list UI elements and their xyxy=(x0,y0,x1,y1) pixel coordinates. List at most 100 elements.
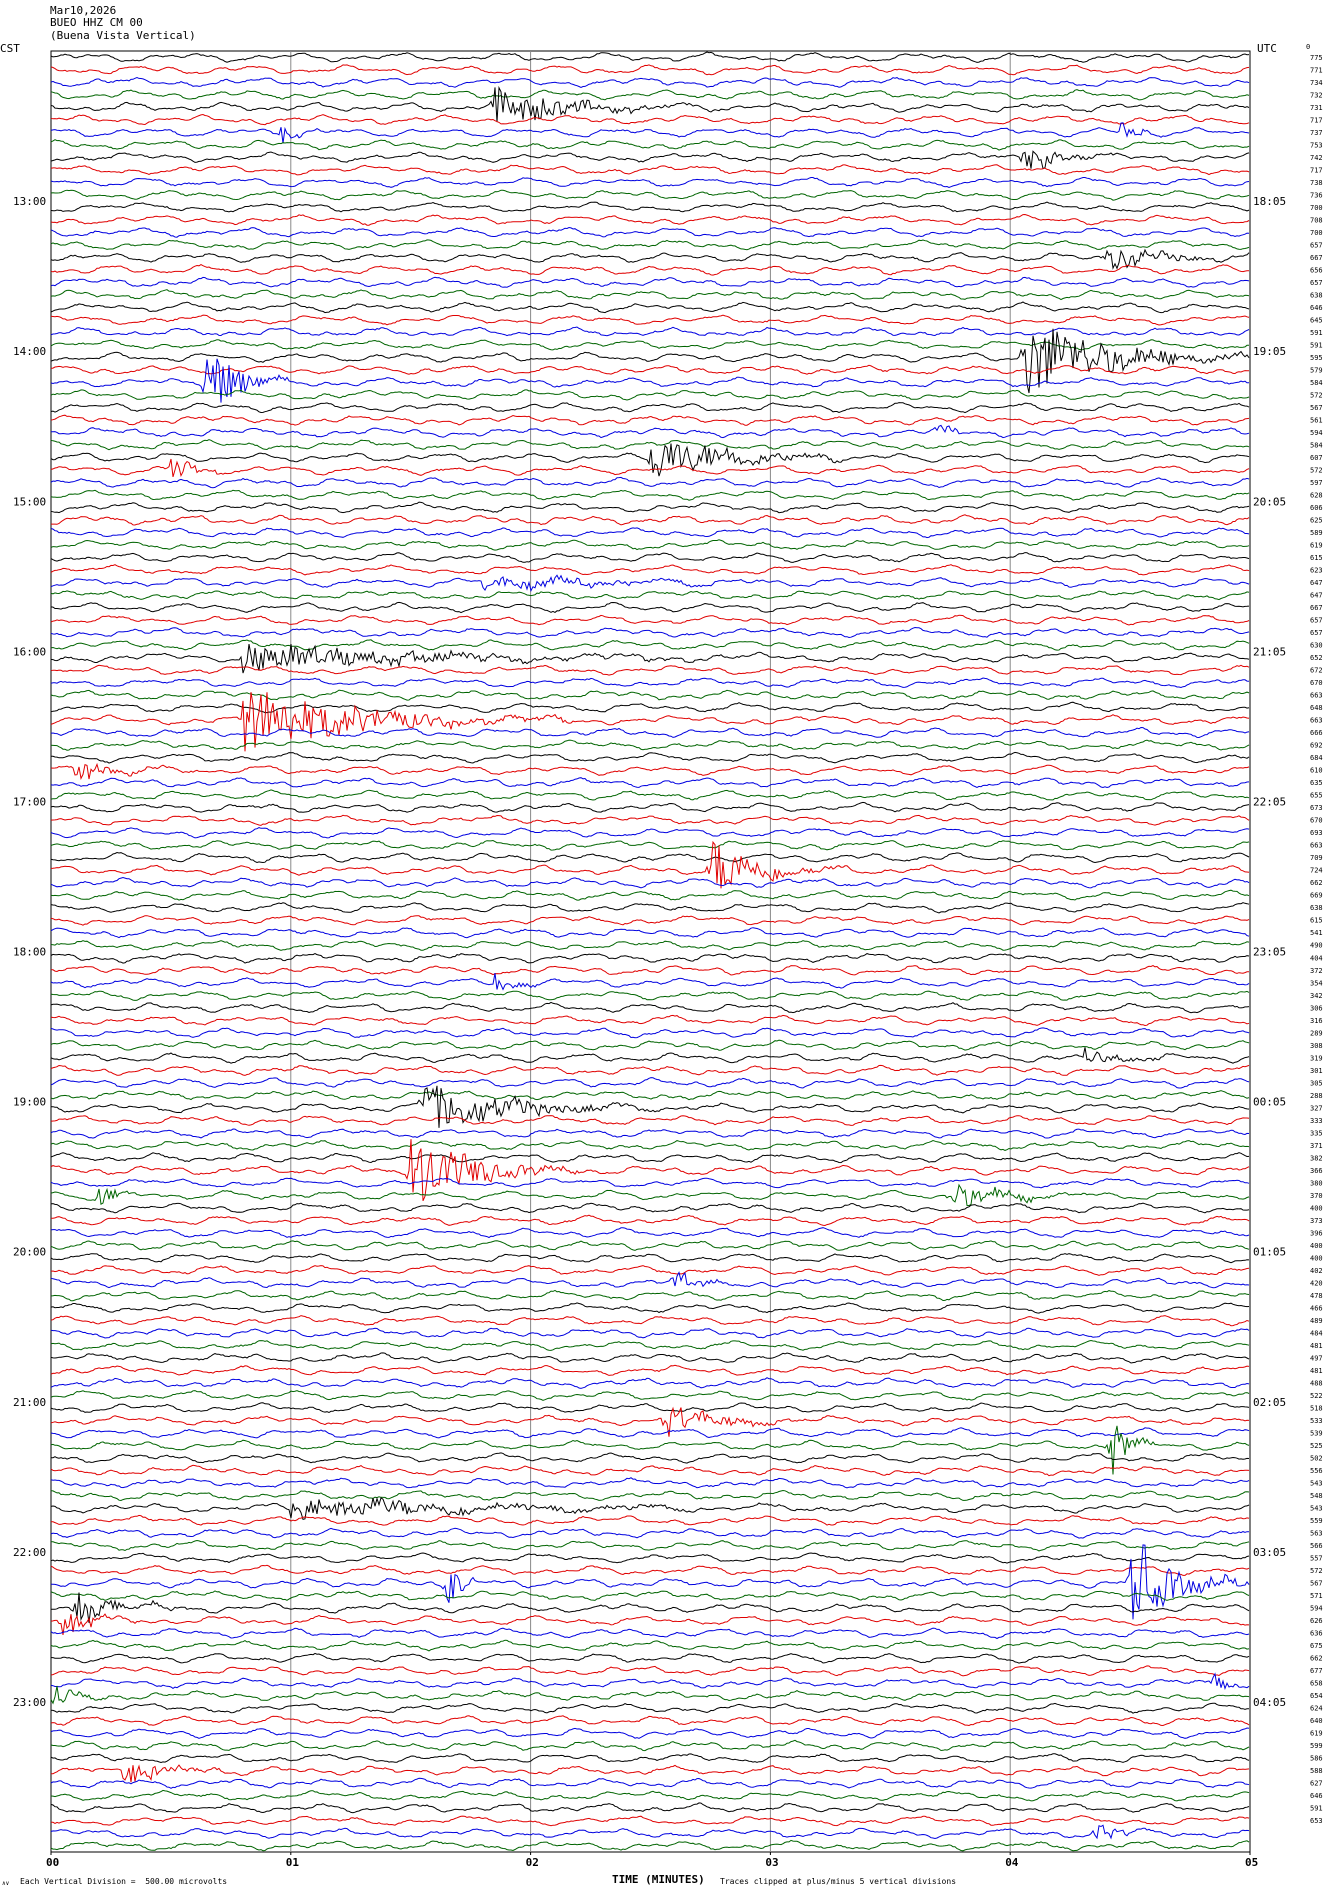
trace-line xyxy=(50,402,1250,414)
left-hour-label: 18:00 xyxy=(13,946,46,959)
trace-rms-value: 693 xyxy=(1310,829,1323,837)
trace-line xyxy=(50,414,1250,426)
trace-rms-value: 657 xyxy=(1310,279,1323,287)
trace-rms-value: 354 xyxy=(1310,979,1323,987)
left-hour-label: 21:00 xyxy=(13,1396,46,1409)
trace-rms-value: 522 xyxy=(1310,1392,1323,1400)
trace-rms-value: 670 xyxy=(1310,679,1323,687)
trace-line xyxy=(50,1496,1250,1521)
trace-line xyxy=(50,1390,1250,1401)
trace-line xyxy=(51,1652,1250,1664)
trace-rms-value: 662 xyxy=(1310,879,1323,887)
x-tick-label: 01 xyxy=(286,1856,300,1869)
trace-rms-value: 571 xyxy=(1310,1592,1323,1600)
trace-line xyxy=(50,973,1250,991)
trace-line xyxy=(50,89,1250,101)
left-hour-label: 19:00 xyxy=(13,1096,46,1109)
trace-rms-value: 481 xyxy=(1310,1342,1323,1350)
trace-rms-value: 561 xyxy=(1310,416,1323,424)
trace-rms-value: 594 xyxy=(1310,429,1323,437)
trace-rms-value: 305 xyxy=(1310,1079,1323,1087)
trace-rms-value: 630 xyxy=(1310,642,1323,650)
trace-rms-value: 734 xyxy=(1310,79,1323,87)
trace-line xyxy=(50,1377,1250,1389)
trace-line xyxy=(50,801,1250,813)
trace-line xyxy=(50,139,1250,151)
trace-line xyxy=(50,1001,1250,1014)
trace-rms-value: 563 xyxy=(1310,1530,1323,1538)
trace-line xyxy=(50,677,1250,689)
trace-line xyxy=(50,1027,1250,1039)
trace-rms-value: 497 xyxy=(1310,1354,1323,1362)
trace-line xyxy=(50,458,1250,478)
right-hour-label: 03:05 xyxy=(1253,1546,1286,1559)
trace-line xyxy=(50,1406,1250,1437)
trace-line xyxy=(50,876,1250,889)
trace-rms-value: 708 xyxy=(1310,216,1323,224)
right-hour-label: 19:05 xyxy=(1253,345,1286,358)
trace-line xyxy=(50,940,1250,951)
trace-line xyxy=(50,902,1250,914)
trace-line xyxy=(50,1085,1250,1128)
trace-line xyxy=(50,1315,1250,1327)
trace-rms-value: 572 xyxy=(1310,1567,1323,1575)
trace-rms-value: 636 xyxy=(1310,1630,1323,1638)
trace-line xyxy=(50,664,1250,676)
trace-line xyxy=(50,1639,1250,1652)
trace-line xyxy=(50,326,1250,337)
rms-column-header: 0 xyxy=(1306,43,1310,51)
trace-rms-value: 638 xyxy=(1310,904,1323,912)
trace-line xyxy=(50,1464,1250,1477)
trace-line xyxy=(50,1271,1250,1289)
trace-line xyxy=(50,601,1250,614)
trace-rms-value: 301 xyxy=(1310,1067,1323,1075)
left-hour-label: 23:00 xyxy=(13,1696,46,1709)
trace-rms-value: 372 xyxy=(1310,967,1323,975)
trace-rms-value: 709 xyxy=(1310,854,1323,862)
trace-line xyxy=(50,1427,1250,1439)
trace-rms-value: 645 xyxy=(1310,316,1323,324)
trace-line xyxy=(50,1590,1250,1601)
trace-rms-value: 478 xyxy=(1310,1292,1323,1300)
trace-line xyxy=(50,314,1250,326)
trace-rms-value: 700 xyxy=(1310,229,1323,237)
trace-rms-value: 669 xyxy=(1310,892,1323,900)
trace-rms-value: 628 xyxy=(1310,491,1323,499)
trace-rms-value: 548 xyxy=(1310,1492,1323,1500)
trace-line xyxy=(50,1715,1250,1727)
trace-rms-value: 732 xyxy=(1310,91,1323,99)
trace-rms-value: 591 xyxy=(1310,1805,1323,1813)
trace-line xyxy=(50,701,1250,714)
trace-line xyxy=(50,1764,1250,1783)
trace-rms-value: 700 xyxy=(1310,204,1323,212)
trace-line xyxy=(50,177,1250,189)
trace-line xyxy=(50,239,1250,251)
trace-rms-value: 541 xyxy=(1310,929,1323,937)
axis-labels: 00 01 02 03 04 05 13:00 14:00 15:00 16:00 17:00 18:… xyxy=(13,43,1323,1869)
trace-line xyxy=(50,1665,1250,1677)
trace-rms-value: 635 xyxy=(1310,779,1323,787)
trace-rms-value: 724 xyxy=(1310,867,1323,875)
trace-line xyxy=(50,915,1250,926)
trace-rms-value: 420 xyxy=(1310,1279,1323,1287)
trace-rms-value: 717 xyxy=(1310,116,1323,124)
trace-rms-value: 599 xyxy=(1310,1742,1323,1750)
trace-line xyxy=(50,1240,1250,1251)
trace-line xyxy=(50,1739,1250,1752)
trace-rms-value: 481 xyxy=(1310,1367,1323,1375)
trace-line xyxy=(50,1253,1250,1264)
left-hour-label: 13:00 xyxy=(13,195,46,208)
trace-line xyxy=(50,692,1250,752)
plot-frame xyxy=(50,50,1251,1853)
trace-rms-value: 382 xyxy=(1310,1154,1323,1162)
trace-line xyxy=(50,739,1250,751)
trace-line xyxy=(50,927,1250,939)
trace-rms-value: 663 xyxy=(1310,692,1323,700)
trace-rms-value: 610 xyxy=(1310,767,1323,775)
trace-rms-value: 667 xyxy=(1310,604,1323,612)
right-hour-label: 18:05 xyxy=(1253,195,1286,208)
trace-line xyxy=(50,289,1250,301)
x-axis-label: TIME (MINUTES) xyxy=(612,1873,705,1886)
trace-rms-value: 656 xyxy=(1310,266,1323,274)
left-hour-label: 22:00 xyxy=(13,1546,46,1559)
